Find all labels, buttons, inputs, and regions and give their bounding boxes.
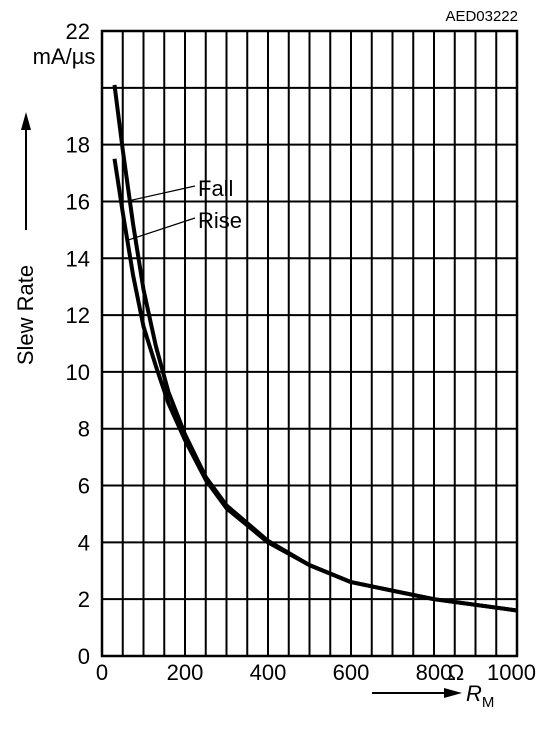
legend-label-fall: Fall [198,176,233,201]
y-tick-label: 12 [66,303,90,328]
y-tick-label: 4 [78,530,90,555]
leader-line-rise [127,217,196,241]
x-unit: Ω [448,660,465,685]
series-line-fall [112,84,518,613]
series-line-rise [112,158,518,613]
y-tick-label: 0 [78,644,90,669]
y-tick-label: 16 [66,189,90,214]
y-tick-label: 18 [66,133,90,158]
x-tick-label: 0 [96,660,108,685]
y-tick-label: 22 [66,19,90,44]
y-label-arrow-head [21,112,31,130]
y-tick-label: 6 [78,474,90,499]
y-tick-label: 8 [78,417,90,442]
y-tick-label: 2 [78,587,90,612]
leader-line-fall [129,185,196,202]
y-tick-label: 10 [66,360,90,385]
y-unit: mA/µs [33,44,96,69]
legend-leaders [127,185,196,241]
x-tick-labels: 0 200 400 600 800 1000 [96,660,536,685]
x-axis-label: RM [466,681,494,711]
y-axis-label: Slew Rate [13,265,38,365]
plot-frame [100,29,519,658]
x-tick-label: 800 [416,660,453,685]
x-tick-label: 600 [333,660,370,685]
chart-code: AED03222 [445,8,518,25]
y-tick-label: 14 [66,246,90,271]
y-tick-labels: 0 2 4 6 8 10 12 14 16 18 22 [66,19,90,669]
x-tick-label: 400 [250,660,287,685]
grid [100,29,519,658]
series-lines [112,84,518,613]
x-tick-label: 1000 [487,660,536,685]
legend-label-rise: Rise [198,208,242,233]
x-tick-label: 200 [167,660,204,685]
x-label-arrow-head [444,688,462,698]
